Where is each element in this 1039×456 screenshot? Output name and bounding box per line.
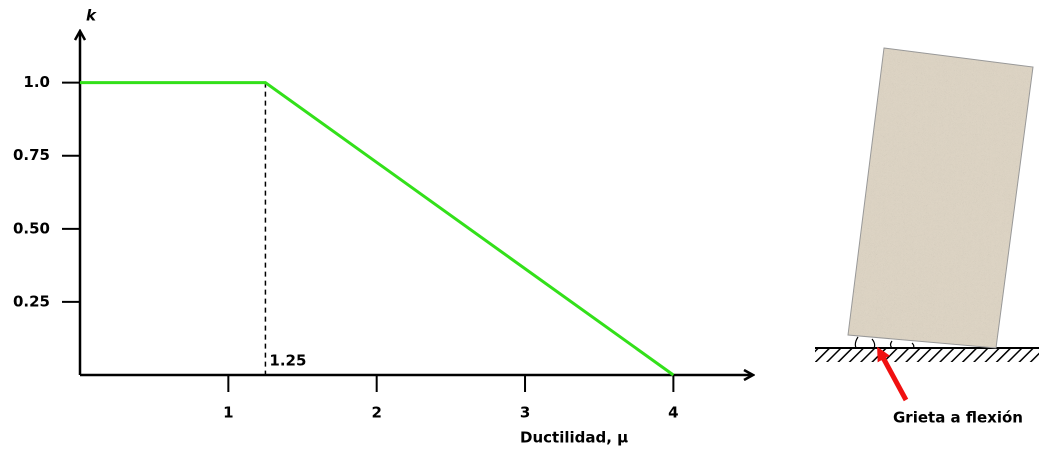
y-tick-label: 0.50 (13, 219, 50, 237)
data-line (80, 81, 675, 377)
annotation-label: 1.25 (269, 352, 306, 370)
x-tick-label: 4 (668, 404, 678, 422)
y-tick-label: 0.25 (13, 292, 50, 310)
cracks (854, 336, 915, 349)
x-tick-label: 2 (371, 404, 381, 422)
diagram: Grieta a flexión (815, 47, 1039, 427)
y-tick-label: 0.75 (13, 146, 50, 164)
wall-texture (848, 48, 1033, 348)
diagram-label: Grieta a flexión (893, 409, 1023, 427)
x-tick-label: 1 (223, 404, 233, 422)
y-tick-label: 1.0 (23, 73, 50, 91)
x-tick-label: 3 (520, 404, 530, 422)
x-axis-label: Ductilidad, μ (520, 429, 628, 447)
y-axis-label: k (86, 7, 97, 25)
crack-arrow (877, 346, 909, 402)
ground-hatch (815, 348, 1039, 362)
